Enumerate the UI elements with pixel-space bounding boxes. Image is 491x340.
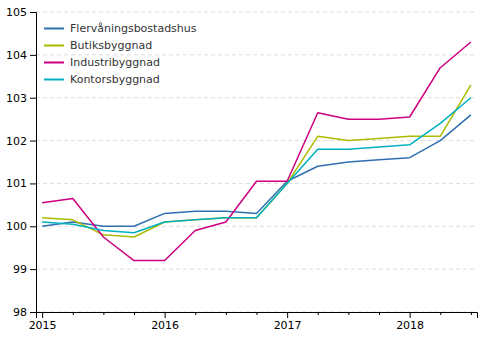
x-tick (471, 312, 472, 315)
x-tick-label: 2016 (151, 319, 179, 332)
y-tick-mark (30, 98, 36, 99)
legend-swatch (44, 45, 64, 47)
x-tick (440, 312, 441, 315)
x-tick: 2016 (151, 312, 179, 332)
x-tick-label: 2017 (274, 319, 302, 332)
series-line (42, 115, 471, 226)
x-tick (103, 312, 104, 315)
x-tick-mark (73, 312, 74, 315)
x-tick: 2015 (29, 312, 57, 332)
grid-line (36, 269, 477, 270)
legend-swatch (44, 79, 64, 81)
series-line (42, 85, 471, 237)
y-tick-mark (30, 312, 36, 313)
x-tick-mark (287, 312, 288, 318)
x-axis-line (37, 313, 478, 319)
x-tick (348, 312, 349, 315)
grid-line (36, 97, 477, 98)
series-line (42, 42, 471, 261)
legend-item: Kontorsbyggnad (44, 73, 160, 86)
legend-swatch (44, 28, 64, 30)
legend-item: Industribyggnad (44, 56, 160, 69)
x-tick-mark (379, 312, 380, 315)
x-tick-label: 2018 (396, 319, 424, 332)
grid-line (36, 140, 477, 141)
y-axis-line (30, 13, 37, 313)
y-tick-label: 98 (13, 306, 27, 319)
y-axis: 98 99 100 101 102 103 104 105 (6, 6, 37, 319)
x-tick (379, 312, 380, 315)
series-line (42, 98, 471, 233)
chart: 2015 2016 2017 2018 98 99 100 101 102 103 104 105 Fl… (0, 0, 491, 340)
plot: 2015 2016 2017 2018 98 99 100 101 102 103 104 105 Fl… (6, 6, 478, 332)
y-tick: 103 (6, 92, 36, 105)
legend-swatch (44, 62, 64, 64)
x-tick (195, 312, 196, 315)
x-tick-mark (471, 312, 472, 315)
x-tick-mark (165, 312, 166, 318)
y-tick: 100 (6, 220, 36, 233)
x-tick-mark (195, 312, 196, 315)
x-tick-mark (257, 312, 258, 315)
x-tick (257, 312, 258, 315)
y-tick: 98 (13, 306, 36, 319)
x-tick-mark (42, 312, 43, 318)
x-tick-label: 2015 (29, 319, 57, 332)
x-tick-mark (134, 312, 135, 315)
legend-item: Flervåningsbostadshus (44, 22, 197, 35)
x-tick: 2018 (396, 312, 424, 332)
grid-line (36, 183, 477, 184)
lines (42, 42, 471, 261)
y-tick-label: 104 (6, 49, 27, 62)
y-tick: 101 (6, 177, 36, 190)
y-tick: 102 (6, 135, 36, 148)
y-tick-label: 102 (6, 135, 27, 148)
legend-label: Flervåningsbostadshus (70, 22, 197, 35)
y-tick: 99 (13, 263, 36, 276)
y-tick-label: 103 (6, 92, 27, 105)
legend-item: Butiksbyggnad (44, 39, 152, 52)
y-tick-mark (30, 55, 36, 56)
grid-line (36, 54, 477, 55)
y-tick-label: 100 (6, 220, 27, 233)
y-tick-mark (30, 141, 36, 142)
y-tick: 105 (6, 6, 36, 19)
legend-label: Butiksbyggnad (70, 39, 152, 52)
x-tick (318, 312, 319, 315)
x-tick (73, 312, 74, 315)
x-axis: 2015 2016 2017 2018 (29, 312, 478, 332)
legend: Flervåningsbostadshus Butiksbyggnad Indust… (44, 22, 197, 86)
x-tick-mark (410, 312, 411, 318)
grid-line (36, 12, 477, 13)
x-tick-mark (226, 312, 227, 315)
x-tick (226, 312, 227, 315)
y-tick-mark (30, 226, 36, 227)
x-tick-mark (103, 312, 104, 315)
y-tick-mark (30, 12, 36, 13)
y-tick: 104 (6, 49, 36, 62)
y-tick-mark (30, 183, 36, 184)
legend-label: Industribyggnad (70, 56, 160, 69)
x-tick (134, 312, 135, 315)
legend-label: Kontorsbyggnad (70, 73, 160, 86)
y-tick-mark (30, 269, 36, 270)
x-tick-mark (318, 312, 319, 315)
x-tick-mark (440, 312, 441, 315)
y-tick-label: 105 (6, 6, 27, 19)
x-tick-mark (348, 312, 349, 315)
x-tick: 2017 (274, 312, 302, 332)
y-tick-label: 101 (6, 177, 27, 190)
grid (36, 12, 477, 312)
y-tick-label: 99 (13, 263, 27, 276)
